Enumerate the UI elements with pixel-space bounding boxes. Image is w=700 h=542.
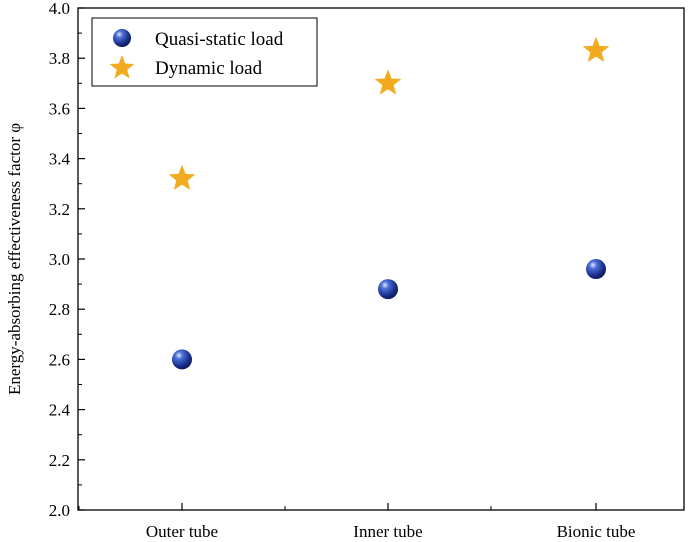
y-tick-label: 2.4 bbox=[49, 401, 71, 420]
y-tick-label: 3.0 bbox=[49, 250, 70, 269]
y-tick-label: 3.6 bbox=[49, 99, 70, 118]
x-tick-label: Bionic tube bbox=[557, 522, 636, 541]
point-quasi-static bbox=[378, 279, 398, 300]
point-quasi-static bbox=[586, 259, 606, 280]
point-dynamic bbox=[582, 36, 610, 62]
legend-box bbox=[91, 17, 318, 87]
y-tick-label: 4.0 bbox=[49, 0, 70, 18]
legend-label-quasi-static: Quasi-static load bbox=[155, 29, 284, 50]
y-tick-label: 3.8 bbox=[49, 49, 70, 68]
legend-label-dynamic: Dynamic load bbox=[155, 58, 263, 79]
y-tick-label: 2.6 bbox=[49, 350, 70, 369]
y-axis-ticks: 2.0 2.2 2.4 2.6 2.8 3.0 3.2 3.4 3.6 3.8 4.0 bbox=[49, 0, 85, 520]
point-quasi-static bbox=[172, 349, 192, 370]
legend-marker-dynamic bbox=[109, 55, 135, 79]
y-tick-label: 3.2 bbox=[49, 200, 70, 219]
x-axis-ticks: Outer tube Inner tube Bionic tube bbox=[78, 503, 636, 541]
y-axis-label: Energy-absorbing effectiveness factor φ bbox=[5, 123, 24, 395]
y-tick-label: 2.8 bbox=[49, 300, 70, 319]
x-tick-label: Inner tube bbox=[353, 522, 422, 541]
y-tick-label: 3.4 bbox=[49, 150, 71, 169]
legend: Quasi-static load Dynamic load bbox=[91, 17, 318, 87]
y-tick-label: 2.0 bbox=[49, 501, 70, 520]
legend-marker-quasi-static bbox=[113, 29, 131, 47]
data-points bbox=[168, 36, 610, 370]
x-tick-label: Outer tube bbox=[146, 522, 218, 541]
y-tick-label: 2.2 bbox=[49, 451, 70, 470]
point-dynamic bbox=[374, 69, 402, 95]
point-dynamic bbox=[168, 164, 196, 191]
